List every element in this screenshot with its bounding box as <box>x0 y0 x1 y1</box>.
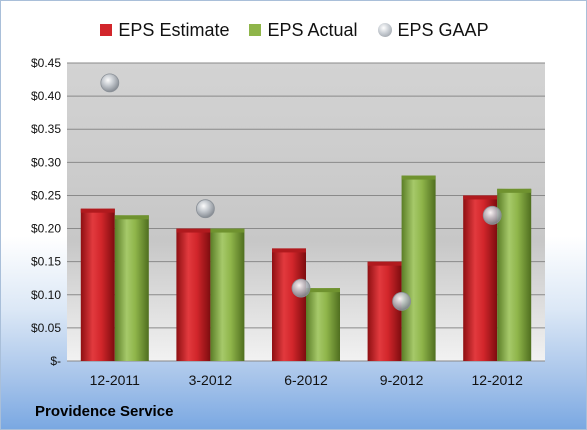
bar-eps-estimate-top <box>367 261 402 266</box>
y-axis-ticks: $- $0.05 $0.10 $0.15 $0.20 $0.25 $0.30 $0.35 $0.… <box>31 56 61 368</box>
y-tick-label: $0.30 <box>31 155 61 169</box>
y-tick-label: $0.10 <box>31 288 61 302</box>
marker-eps-gaap <box>291 278 311 298</box>
bar-eps-actual-top <box>497 188 532 193</box>
y-tick-label: $0.45 <box>31 56 61 70</box>
bar-eps-estimate-top <box>272 248 306 253</box>
bar-eps-actual-top <box>401 175 436 180</box>
marker-eps-gaap <box>195 199 215 219</box>
bar-eps-estimate <box>80 208 115 361</box>
marker-eps-gaap <box>392 291 412 311</box>
bar-eps-actual <box>210 228 245 361</box>
bar-eps-estimate-top <box>80 208 115 213</box>
x-tick-label: 12-2012 <box>472 372 524 388</box>
legend-label-eps-gaap: EPS GAAP <box>397 19 489 40</box>
legend-item-eps-actual: EPS Actual <box>249 19 358 41</box>
legend-label-eps-actual: EPS Actual <box>267 19 358 40</box>
marker-eps-gaap <box>100 73 120 93</box>
marker-eps-gaap <box>482 205 502 225</box>
bar-eps-actual <box>306 288 340 361</box>
legend-swatch-eps-actual <box>249 24 262 36</box>
legend-item-eps-estimate: EPS Estimate <box>100 20 229 41</box>
x-tick-label: 6-2012 <box>284 372 328 388</box>
gaap-markers <box>100 73 502 311</box>
y-tick-label: $0.20 <box>31 222 61 236</box>
y-tick-label: $0.15 <box>31 255 61 269</box>
legend: EPS Estimate EPS Actual EPS GAAP <box>1 15 586 45</box>
bars <box>80 175 532 361</box>
x-tick-label: 12-2011 <box>90 372 141 388</box>
y-tick-label: $0.25 <box>31 188 61 202</box>
bar-eps-estimate-top <box>176 228 211 233</box>
y-tick-label: $- <box>50 354 61 368</box>
bar-eps-estimate <box>272 248 306 361</box>
legend-label-eps-estimate: EPS Estimate <box>118 19 230 40</box>
legend-swatch-eps-estimate <box>100 24 113 36</box>
bar-eps-actual <box>114 215 149 361</box>
bar-eps-actual-top <box>114 215 149 220</box>
footer-company-name: Providence Service <box>35 403 174 420</box>
x-tick-label: 9-2012 <box>380 372 424 388</box>
bar-eps-actual <box>497 188 532 361</box>
legend-item-eps-gaap: EPS GAAP <box>377 19 489 41</box>
bar-eps-actual-top <box>210 228 245 233</box>
y-tick-label: $0.35 <box>31 122 61 136</box>
bar-eps-actual <box>401 175 436 361</box>
legend-swatch-eps-gaap <box>377 23 392 37</box>
bar-eps-actual-top <box>306 288 340 293</box>
x-tick-label: 3-2012 <box>189 372 233 388</box>
bar-eps-estimate <box>176 228 211 361</box>
y-tick-label: $0.40 <box>31 89 61 103</box>
x-axis-ticks: 12-2011 3-2012 6-2012 9-2012 12-2012 <box>90 372 523 388</box>
bar-eps-estimate <box>367 261 402 361</box>
bar-eps-estimate-top <box>463 195 498 200</box>
y-tick-label: $0.05 <box>31 321 61 335</box>
